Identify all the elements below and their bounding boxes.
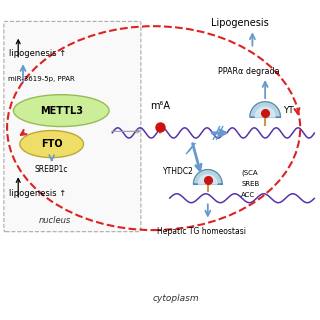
Text: SREBP1c: SREBP1c: [35, 165, 68, 174]
Text: miR-3619-5p, PPAR: miR-3619-5p, PPAR: [8, 76, 75, 82]
Text: lipogenesis ↑: lipogenesis ↑: [9, 189, 66, 198]
Text: PPARα degrada: PPARα degrada: [218, 67, 280, 76]
Text: (SCA: (SCA: [241, 170, 258, 176]
Text: nucleus: nucleus: [39, 216, 71, 225]
Text: ACC: ACC: [241, 192, 255, 198]
Text: FTO: FTO: [41, 139, 62, 149]
Text: Lipogenesis: Lipogenesis: [211, 18, 268, 28]
FancyBboxPatch shape: [4, 21, 141, 232]
Text: METTL3: METTL3: [40, 106, 83, 116]
Ellipse shape: [13, 95, 109, 126]
Text: Hepatic TG homeostasi: Hepatic TG homeostasi: [157, 227, 246, 236]
Text: lipogenesis ↑: lipogenesis ↑: [9, 49, 66, 58]
Polygon shape: [198, 175, 217, 184]
Text: m⁶A: m⁶A: [150, 100, 170, 111]
Polygon shape: [255, 107, 275, 117]
Polygon shape: [250, 102, 280, 117]
Text: YT: YT: [283, 106, 293, 115]
Text: cytoplasm: cytoplasm: [153, 294, 199, 303]
Polygon shape: [194, 170, 222, 184]
Ellipse shape: [20, 131, 84, 158]
Text: YTHDC2: YTHDC2: [163, 167, 194, 176]
Text: SREB: SREB: [241, 181, 260, 187]
